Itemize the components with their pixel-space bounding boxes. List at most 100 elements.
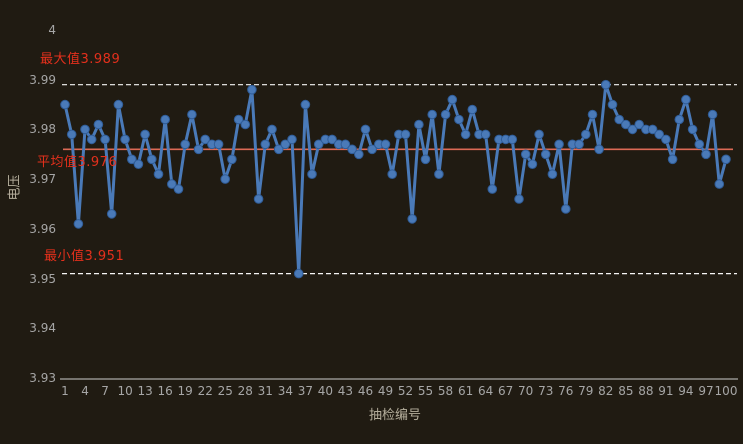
data-point-marker — [140, 129, 150, 140]
data-point-marker — [153, 169, 164, 179]
data-point-marker — [113, 99, 124, 110]
data-point-marker — [93, 119, 104, 130]
x-tick-label: 70 — [518, 384, 534, 398]
data-point-marker — [520, 149, 531, 160]
data-point-marker — [220, 174, 230, 184]
x-tick-label: 91 — [658, 384, 674, 398]
data-point-marker — [534, 129, 544, 140]
data-point-marker — [514, 194, 524, 204]
data-point-marker — [253, 194, 264, 204]
data-point-marker — [440, 109, 451, 120]
data-point-marker — [667, 154, 678, 165]
average-value-annotation: 平均值3.976 — [37, 155, 118, 170]
data-point-marker — [233, 114, 244, 125]
data-point-marker — [313, 139, 324, 150]
data-point-marker — [227, 154, 237, 165]
min-value-annotation: 最小值3.951 — [44, 249, 125, 264]
x-tick-label: 88 — [638, 384, 654, 398]
data-point-marker — [327, 134, 337, 145]
x-tick-label: 55 — [417, 384, 434, 398]
data-point-marker — [367, 144, 377, 155]
data-point-marker — [701, 149, 711, 160]
data-point-marker — [714, 179, 725, 189]
data-point-marker — [133, 159, 144, 169]
data-point-marker — [627, 124, 638, 135]
data-point-marker — [360, 124, 371, 135]
y-tick-label: 4 — [48, 23, 56, 37]
data-point-marker — [634, 119, 645, 130]
data-point-marker — [160, 114, 170, 125]
x-axis-title: 抽检编号 — [368, 408, 421, 423]
y-tick-label: 3.93 — [29, 371, 56, 385]
data-point-marker — [414, 119, 424, 130]
data-point-marker — [460, 129, 471, 140]
data-point-marker — [647, 124, 658, 135]
data-point-marker — [601, 79, 611, 90]
data-point-marker — [100, 134, 110, 145]
x-tick-label: 19 — [177, 384, 193, 398]
data-point-marker — [273, 144, 284, 155]
y-tick-label: 3.94 — [29, 321, 56, 336]
data-point-marker — [420, 154, 431, 165]
data-point-marker — [80, 124, 90, 135]
data-point-marker — [654, 129, 665, 140]
data-point-marker — [554, 139, 564, 150]
data-point-marker — [681, 94, 691, 105]
data-point-marker — [694, 139, 705, 150]
x-tick-label: 28 — [237, 384, 253, 398]
data-point-marker — [574, 139, 584, 150]
data-point-marker — [607, 99, 618, 110]
x-tick-label: 76 — [558, 384, 574, 398]
data-point-marker — [213, 139, 224, 150]
data-point-marker — [66, 129, 77, 140]
data-point-marker — [467, 104, 478, 115]
y-tick-label: 3.99 — [29, 72, 56, 87]
data-point-marker — [407, 214, 418, 224]
x-tick-label: 52 — [397, 384, 414, 398]
data-point-marker — [167, 179, 177, 189]
x-tick-label: 40 — [317, 384, 334, 398]
data-point-marker — [187, 109, 197, 120]
data-point-marker — [480, 129, 491, 140]
data-point-marker — [387, 169, 398, 179]
x-tick-label: 37 — [297, 384, 313, 398]
data-point-marker — [454, 114, 464, 125]
data-point-marker — [300, 99, 311, 110]
data-point-marker — [527, 159, 538, 169]
data-point-marker — [621, 119, 631, 130]
x-tick-label: 64 — [477, 384, 494, 398]
data-point-marker — [540, 149, 551, 160]
x-tick-label: 82 — [598, 384, 614, 398]
data-point-marker — [661, 134, 671, 145]
data-point-marker — [293, 268, 304, 279]
data-point-marker — [547, 169, 558, 179]
x-tick-label: 10 — [117, 384, 133, 398]
data-point-marker — [380, 139, 391, 150]
data-point-marker — [193, 144, 204, 155]
x-tick-label: 49 — [377, 384, 394, 398]
y-tick-label: 3.98 — [29, 122, 56, 137]
x-tick-label: 13 — [137, 384, 153, 398]
max-value-annotation: 最大值3.989 — [40, 52, 121, 67]
data-point-marker — [200, 134, 210, 145]
data-point-marker — [721, 154, 731, 165]
data-point-marker — [127, 154, 137, 165]
data-point-marker — [354, 149, 364, 160]
data-point-marker — [707, 109, 718, 120]
data-point-marker — [427, 109, 438, 120]
x-tick-label: 58 — [437, 384, 454, 398]
y-axis-title: 电压 — [7, 174, 23, 201]
data-point-marker — [507, 134, 518, 145]
data-point-marker — [60, 99, 70, 110]
x-tick-label: 43 — [337, 384, 354, 398]
x-tick-label: 79 — [578, 384, 594, 398]
data-point-marker — [180, 139, 190, 150]
x-tick-label: 31 — [257, 384, 273, 398]
data-point-marker — [120, 134, 130, 145]
data-point-marker — [280, 139, 291, 150]
data-point-marker — [561, 204, 571, 214]
data-point-marker — [400, 129, 411, 140]
x-tick-label: 34 — [277, 384, 293, 398]
data-point-marker — [687, 124, 698, 135]
